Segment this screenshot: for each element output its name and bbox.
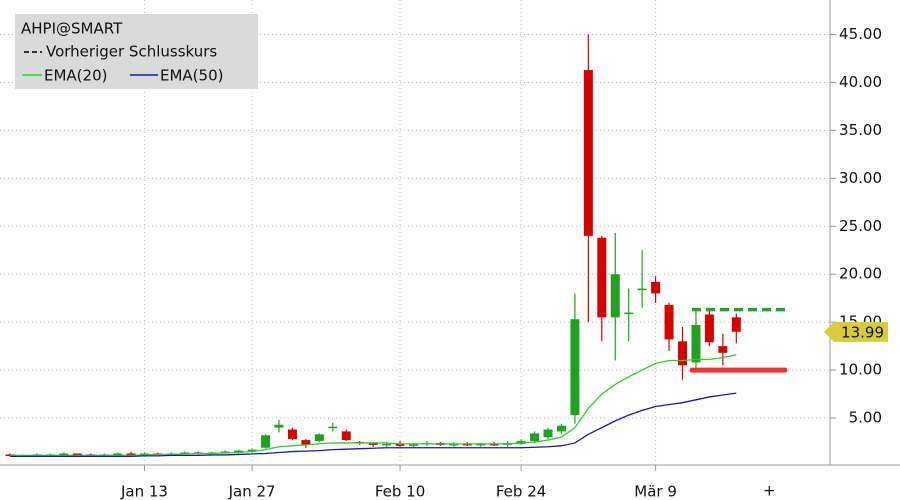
y-tick-label: 45.00: [839, 25, 882, 43]
candle-body: [395, 443, 405, 446]
candle-body: [220, 451, 230, 454]
candle-body: [234, 450, 244, 453]
y-tick-label: 25.00: [839, 217, 882, 235]
ema-line: [10, 392, 737, 458]
candle-body: [476, 443, 486, 446]
candle-body: [382, 443, 392, 446]
y-tick-label: 40.00: [839, 73, 882, 91]
candle-body: [691, 325, 701, 363]
y-tick-label: 5.00: [849, 409, 882, 427]
candle-body: [704, 314, 714, 343]
y-tick-label: 35.00: [839, 121, 882, 139]
legend-label: EMA(50): [160, 67, 223, 85]
candle-body: [140, 453, 149, 455]
candle-body: [180, 452, 190, 455]
y-tick-label: 20.00: [839, 265, 882, 283]
candle-body: [261, 435, 271, 448]
candle-body: [409, 443, 418, 446]
x-tick-label: Mär 9: [634, 483, 677, 500]
candle-body: [637, 288, 647, 291]
candle-body: [462, 443, 472, 446]
candle-body: [489, 443, 499, 446]
x-tick-label: Feb 24: [496, 483, 546, 500]
candle-body: [301, 440, 311, 445]
candle-body: [59, 453, 69, 455]
legend-box: [15, 14, 258, 89]
last-price-tag: [824, 321, 888, 342]
y-tick-label: 10.00: [839, 361, 882, 379]
candle-body: [341, 431, 351, 441]
candle-body: [678, 341, 687, 366]
legend-title: AHPI@SMART: [21, 20, 123, 38]
ema-line: [10, 354, 737, 457]
candle-body: [731, 317, 741, 332]
nav-icon[interactable]: +: [763, 482, 776, 500]
candle-body: [583, 69, 593, 236]
candle-body: [368, 442, 378, 445]
candle-body: [610, 274, 620, 318]
candle-body: [597, 237, 607, 318]
candle-body: [247, 449, 257, 452]
legend-label: EMA(20): [44, 67, 107, 85]
legend-label: Vorheriger Schlusskurs: [46, 43, 217, 61]
x-tick-label: Jan 13: [120, 483, 168, 500]
candle-body: [543, 429, 553, 438]
candle-body: [126, 453, 136, 455]
candle-body: [449, 443, 459, 446]
candle-body: [72, 453, 82, 455]
candle-body: [718, 346, 728, 353]
candle-body: [556, 425, 566, 432]
plot-area: [0, 0, 836, 471]
candle-body: [624, 312, 634, 315]
y-tick-label: 30.00: [839, 169, 882, 187]
candle-body: [664, 304, 674, 340]
candle-body: [651, 281, 661, 294]
x-tick-label: Feb 10: [375, 483, 425, 500]
candle-body: [328, 426, 338, 429]
candle-body: [274, 424, 284, 428]
candle-body: [314, 434, 324, 442]
candle-body: [570, 319, 580, 416]
x-tick-label: Jan 27: [228, 483, 276, 500]
last-price-label: 13.99: [841, 323, 884, 341]
candle-body: [287, 429, 297, 440]
candle-body: [113, 453, 123, 455]
candle-body: [530, 433, 540, 442]
